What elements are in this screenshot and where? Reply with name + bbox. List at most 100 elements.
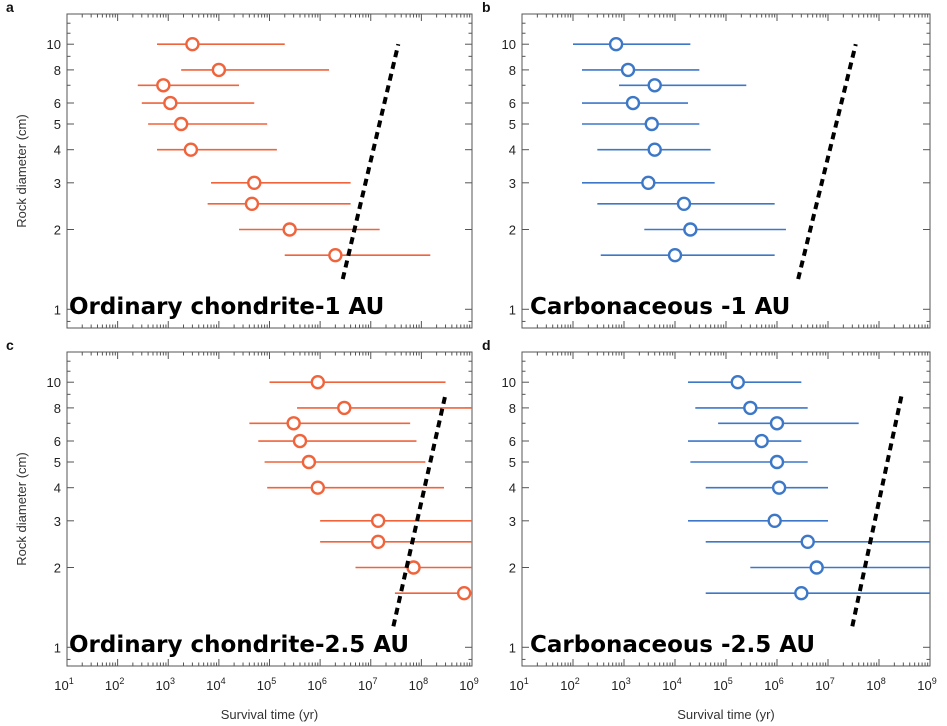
x-tick-exponent: 7 [372, 676, 377, 686]
x-tick-label: 105 [257, 676, 276, 693]
y-tick-label: 1 [54, 302, 61, 317]
y-tick-label: 5 [54, 455, 61, 470]
data-point [809, 560, 824, 575]
x-tick-exponent: 5 [728, 676, 733, 686]
panel-overlay-label: Carbonaceous -1 AU [530, 294, 790, 320]
x-tick-label: 103 [611, 676, 630, 693]
x-axis-title: Survival time (yr) [677, 707, 775, 722]
data-point [641, 175, 656, 191]
y-tick-label: 3 [509, 176, 516, 191]
y-tick-label: 10 [47, 37, 61, 52]
data-point [370, 534, 386, 550]
x-tick-label: 104 [662, 676, 681, 693]
x-tick-label: 107 [815, 676, 834, 693]
y-tick-label: 4 [54, 481, 61, 496]
data-point [667, 247, 683, 263]
x-tick-exponent: 8 [881, 676, 886, 686]
panel-letter: a [6, 0, 14, 15]
data-point [647, 142, 662, 157]
x-tick-label: 109 [459, 676, 478, 693]
panel-letter: c [6, 337, 14, 353]
data-point [337, 400, 352, 416]
y-tick-label: 10 [502, 375, 516, 390]
x-tick-exponent: 4 [677, 676, 682, 686]
data-point [183, 142, 199, 157]
survival-limit-line [850, 393, 904, 627]
data-point [301, 454, 317, 470]
y-tick-label: 8 [509, 401, 516, 416]
data-point [625, 95, 641, 111]
x-tick-exponent: 7 [830, 676, 835, 686]
data-point [743, 400, 758, 416]
x-tick-exponent: 2 [119, 676, 124, 686]
data-point [247, 175, 262, 191]
x-tick-exponent: 2 [575, 676, 580, 686]
data-point [244, 196, 260, 212]
data-point [754, 433, 769, 449]
x-tick-label: 105 [713, 676, 732, 693]
y-tick-label: 2 [509, 560, 516, 575]
y-tick-label: 2 [509, 222, 516, 237]
y-tick-label: 3 [54, 514, 61, 529]
panel-d: 1 2 3 4 5 6 8 10 101 102 103 104 105 106 107 108 109 Surv… [482, 337, 937, 722]
x-tick-label: 102 [560, 676, 579, 693]
panel-letter: d [482, 337, 491, 353]
panel-a: 1 2 3 4 5 6 8 10 Rock diameter (cm) a Ordinary cho… [6, 0, 473, 329]
x-tick-exponent: 9 [474, 676, 479, 686]
x-tick-exponent: 1 [69, 676, 74, 686]
x-tick-exponent: 6 [779, 676, 784, 686]
y-tick-label: 6 [509, 96, 516, 111]
y-tick-label: 3 [54, 176, 61, 191]
x-tick-label: 107 [358, 676, 377, 693]
y-tick-label: 10 [502, 37, 516, 52]
y-tick-label: 6 [54, 434, 61, 449]
y-tick-label: 1 [54, 640, 61, 655]
data-point [456, 585, 472, 601]
x-tick-exponent: 3 [170, 676, 175, 686]
x-tick-exponent: 4 [221, 676, 226, 686]
x-tick-label: 103 [156, 676, 175, 693]
survival-limit-line [391, 393, 448, 627]
y-tick-label: 8 [54, 63, 61, 78]
data-point [328, 247, 343, 263]
y-tick-label: 6 [54, 96, 61, 111]
data-point [310, 375, 326, 390]
x-tick-label: 104 [206, 676, 225, 693]
x-axis-title: Survival time (yr) [221, 707, 319, 722]
data-point [370, 513, 386, 529]
y-tick-label: 4 [509, 143, 516, 158]
data-point [800, 534, 815, 550]
x-tick-label: 108 [409, 676, 428, 693]
y-tick-label: 8 [54, 401, 61, 416]
plot-frame [66, 351, 473, 667]
panel-b: 1 2 3 4 5 6 8 10 b Carbonaceous -1 AU [482, 0, 931, 329]
data-point [292, 433, 308, 449]
data-point [644, 116, 659, 132]
x-tick-exponent: 8 [423, 676, 428, 686]
x-tick-label: 102 [105, 676, 124, 693]
y-tick-label: 4 [509, 481, 516, 496]
data-point [767, 513, 782, 529]
x-tick-label: 109 [917, 676, 936, 693]
y-tick-label: 3 [509, 514, 516, 529]
data-point [211, 62, 227, 78]
y-tick-label: 8 [509, 63, 516, 78]
x-tick-label: 101 [509, 676, 528, 693]
data-point [683, 222, 698, 237]
panel-overlay-label: Ordinary chondrite-2.5 AU [69, 632, 409, 658]
y-tick-label: 2 [54, 560, 61, 575]
x-tick-exponent: 6 [322, 676, 327, 686]
panel-overlay-label: Ordinary chondrite-1 AU [69, 294, 384, 320]
data-point [185, 37, 200, 52]
data-point [730, 375, 745, 390]
x-tick-exponent: 3 [626, 676, 631, 686]
panel-letter: b [482, 0, 491, 15]
plot-frame [521, 351, 931, 667]
plot-frame [66, 13, 473, 329]
data-point [771, 480, 787, 495]
data-point [156, 78, 171, 93]
y-tick-label: 5 [54, 117, 61, 132]
data-point [794, 585, 809, 601]
y-tick-label: 1 [509, 302, 516, 317]
